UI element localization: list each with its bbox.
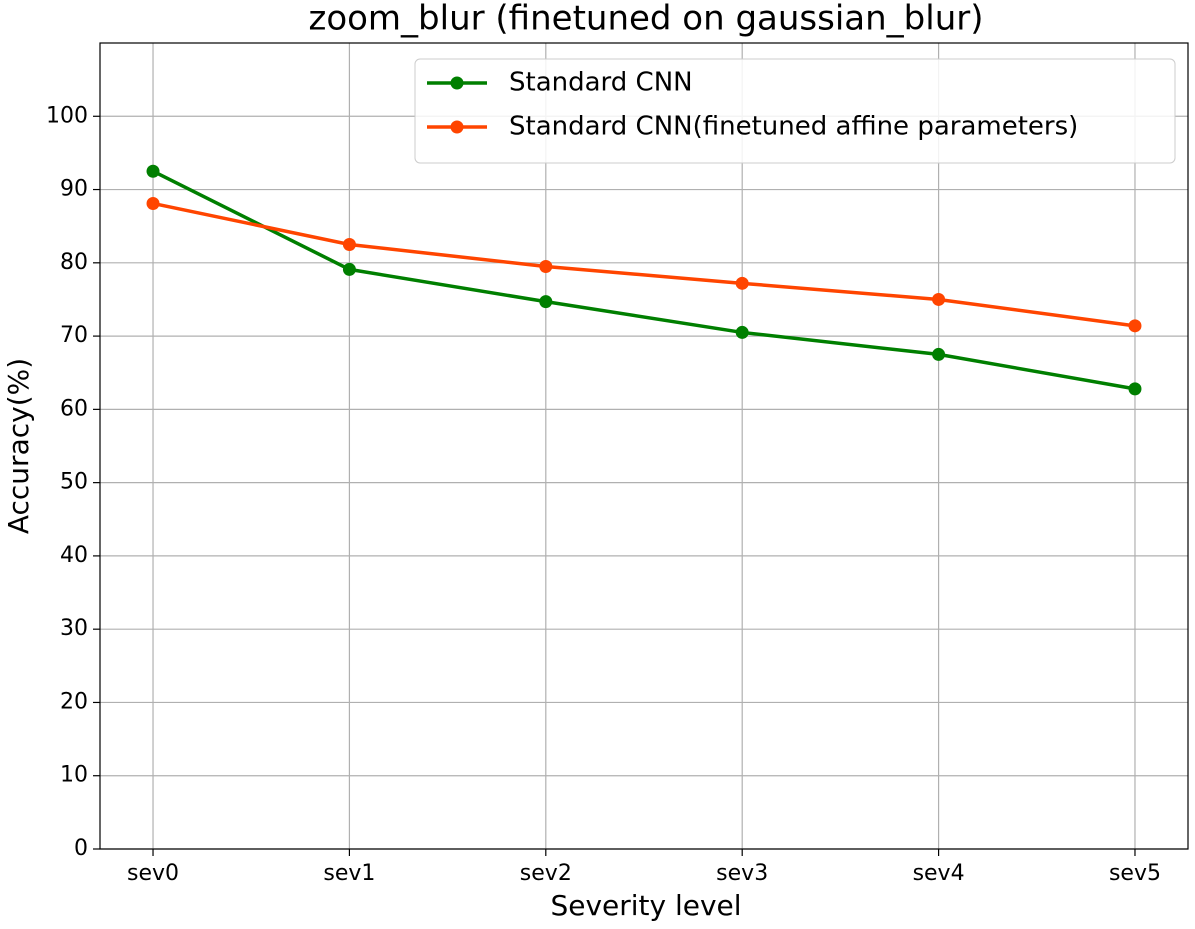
- legend-marker: [450, 76, 464, 90]
- y-tick-label: 10: [60, 763, 88, 788]
- series-line: [152, 169, 1136, 391]
- x-tick-label: sev0: [127, 861, 179, 886]
- series-line: [152, 201, 1136, 328]
- y-tick-label: 70: [60, 323, 88, 348]
- legend-box: [414, 58, 1176, 164]
- data-point: [735, 276, 749, 290]
- x-tick-label: sev5: [1109, 861, 1161, 886]
- data-point: [539, 259, 553, 273]
- legend-label: Standard CNN(finetuned affine parameters…: [509, 112, 1078, 142]
- legend-marker: [450, 120, 464, 134]
- x-tick-label: sev4: [913, 861, 965, 886]
- x-tick-label: sev2: [520, 861, 572, 886]
- data-point: [932, 347, 946, 361]
- legend-label: Standard CNN: [509, 68, 693, 98]
- data-point: [146, 196, 160, 210]
- data-point: [1128, 382, 1142, 396]
- y-tick-label: 90: [60, 177, 88, 202]
- data-point: [932, 292, 946, 306]
- y-tick-label: 30: [60, 616, 88, 641]
- x-tick-label: sev1: [323, 861, 375, 886]
- data-point: [539, 295, 553, 309]
- y-tick-label: 20: [60, 689, 88, 714]
- plot-frame: [99, 42, 1189, 850]
- data-point: [342, 238, 356, 251]
- x-axis-label: Severity level: [550, 889, 741, 922]
- y-tick-label: 50: [60, 470, 88, 495]
- data-point: [146, 164, 160, 178]
- y-tick-label: 60: [60, 396, 88, 421]
- data-point: [1128, 319, 1142, 333]
- data-point: [735, 325, 749, 339]
- y-tick-label: 80: [60, 250, 88, 275]
- y-tick-label: 100: [46, 103, 88, 128]
- y-tick-label: 0: [74, 836, 88, 861]
- y-axis-label: Accuracy(%): [2, 358, 35, 534]
- y-tick-label: 40: [60, 543, 88, 568]
- x-tick-label: sev3: [716, 861, 768, 886]
- data-point: [342, 262, 356, 276]
- chart-title: zoom_blur (finetuned on gaussian_blur): [308, 0, 983, 39]
